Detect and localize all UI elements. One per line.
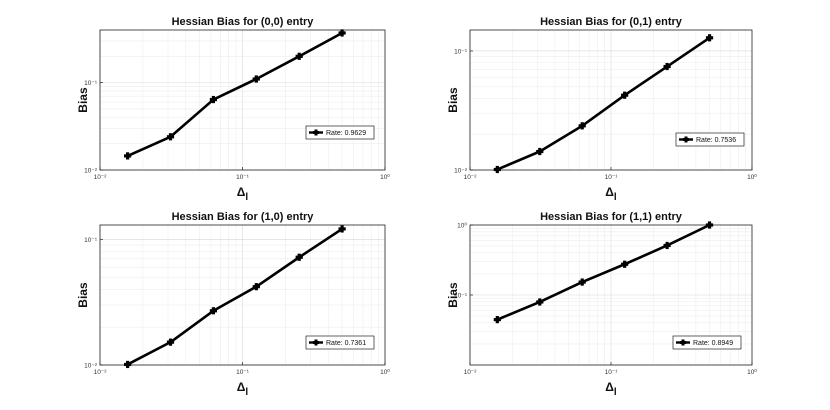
legend-label: Rate: 0.7536 [696,137,736,144]
legend-box [675,132,745,147]
legend-marker-v [314,129,318,136]
x-tick-label: 10⁰ [747,368,757,376]
data-point-v [495,165,499,174]
y-tick-label: 10⁻¹ [84,237,98,244]
data-point-v [665,241,669,250]
data-point-v [580,278,584,286]
legend-label: Rate: 0.9629 [326,130,366,137]
y-tick-label: 10⁻¹ [84,80,98,87]
legend-label: Rate: 0.7361 [326,340,366,347]
series-line [496,36,711,171]
legend-label: Rate: 0.8949 [693,340,733,347]
legend-marker-v [684,136,688,143]
x-tick-label: 10⁻¹ [236,174,250,181]
data-point-v [126,360,130,369]
x-tick-label: 10⁰ [747,173,757,181]
legend: Rate: 0.7361 [305,335,375,350]
x-tick-label: 10⁻² [94,174,108,181]
data-point-v [168,338,173,346]
y-tick-label: 10⁻² [84,168,98,175]
legend-box [305,125,375,140]
x-tick-label: 10⁻¹ [236,369,250,376]
chart-2: 10⁻² 10⁻¹ 10⁰ 10⁻² 10⁻¹ Hessian Bias for (1,0… [76,211,390,398]
y-tick-label: 10⁻¹ [454,48,468,55]
data-point-v [254,283,258,291]
x-axis-label: Δl [605,185,617,203]
y-tick-label: 10⁻¹ [454,293,468,300]
y-axis-label: Bias [76,282,90,308]
data-point-v [538,147,542,156]
y-tick-label: 10⁰ [457,222,467,230]
data-point-v [168,133,173,141]
chart-title: Hessian Bias for (1,1) entry [540,211,683,223]
data-point-v [340,225,344,233]
x-tick-label: 10⁰ [380,368,390,376]
x-axis-label: Δl [605,380,617,398]
data-point-v [707,221,712,229]
grid [99,225,385,366]
x-tick-label: 10⁻¹ [605,369,619,376]
y-axis-label: Bias [76,87,90,113]
y-tick-label: 10⁻² [454,168,468,175]
data-point-v [340,29,344,37]
grid [469,30,752,171]
x-tick-label: 10⁰ [380,173,390,181]
data-point-v [211,95,216,104]
data-point-v [538,298,542,306]
data-point-v [495,316,499,324]
data-point-v [297,253,301,261]
x-axis-label: Δl [237,380,249,398]
series-line [127,31,343,158]
data-point-v [707,34,712,42]
x-tick-label: 10⁻² [464,174,478,181]
series-line [127,227,343,366]
data-point-v [623,91,627,99]
chart-title: Hessian Bias for (1,0) entry [172,211,315,223]
x-axis-label: Δl [237,185,249,203]
chart-title: Hessian Bias for (0,0) entry [172,16,315,28]
x-tick-label: 10⁻² [94,369,108,376]
y-axis-label: Bias [446,87,460,113]
y-tick-label: 10⁻² [84,363,98,370]
data-point-v [126,152,130,160]
y-axis-label: Bias [446,282,460,308]
legend-marker-v [681,339,685,346]
data-point-v [297,52,301,60]
chart-0: 10⁻² 10⁻¹ 10⁰ 10⁻² 10⁻¹ Hessian Bias for (0,0… [76,16,390,203]
chart-1: 10⁻² 10⁻¹ 10⁰ 10⁻² 10⁻¹ Hessian Bias for (0,1… [446,16,757,203]
x-tick-label: 10⁻² [464,369,478,376]
chart-title: Hessian Bias for (0,1) entry [540,16,683,28]
x-tick-label: 10⁻¹ [605,174,619,181]
legend: Rate: 0.9629 [305,125,375,140]
chart-3: 10⁻² 10⁻¹ 10⁰ 10⁻¹ 10⁰ Hessian Bias for (1,1)… [446,211,757,398]
legend-box [305,335,375,350]
legend-marker-v [314,339,318,346]
series-line [496,223,711,321]
data-point-v [623,260,627,268]
data-point-v [580,122,584,130]
data-point-v [254,75,258,83]
data-point-v [211,307,216,315]
legend: Rate: 0.7536 [675,132,745,147]
legend: Rate: 0.8949 [672,335,742,350]
data-point-v [665,62,669,71]
legend-box [672,335,742,350]
